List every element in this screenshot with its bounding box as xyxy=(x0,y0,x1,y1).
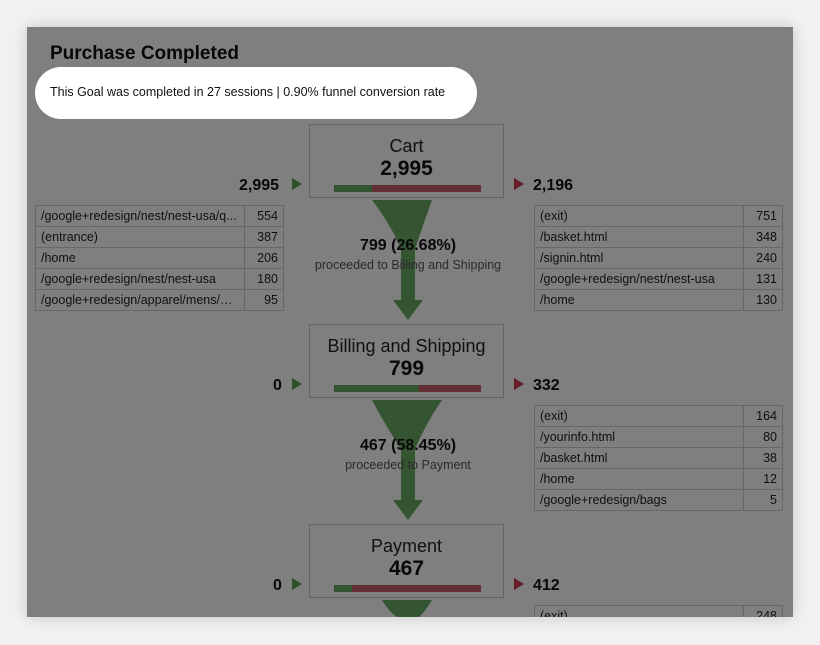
entrance-arrow-icon xyxy=(292,578,302,590)
page-count: 130 xyxy=(743,289,783,311)
stage-count: 467 xyxy=(388,557,425,580)
page-count: 164 xyxy=(743,405,783,427)
page-path: /google+redesign/nest/nest-usa xyxy=(35,268,245,290)
page-path: (exit) xyxy=(534,405,744,427)
page-path: /yourinfo.html xyxy=(534,426,744,448)
entrance-table: /google+redesign/nest/nest-usa/q... 554 (… xyxy=(35,205,284,311)
page-path: (exit) xyxy=(534,605,744,617)
page-path: /google+redesign/apparel/mens/m... xyxy=(35,289,245,311)
page-path: /home xyxy=(534,468,744,490)
page-path: /google+redesign/nest/nest-usa/q... xyxy=(35,205,245,227)
table-row[interactable]: /home 12 xyxy=(534,468,783,490)
funnel-card: Purchase Completed Cart 2,995 2,995 2,19… xyxy=(27,27,793,617)
page-count: 348 xyxy=(743,226,783,248)
page-path: /basket.html xyxy=(534,447,744,469)
table-row[interactable]: /home 206 xyxy=(35,247,284,269)
exit-arrow-icon xyxy=(514,178,524,190)
table-row[interactable]: /google+redesign/nest/nest-usa/q... 554 xyxy=(35,205,284,227)
table-row[interactable]: /google+redesign/nest/nest-usa 131 xyxy=(534,268,783,290)
proceed-label: proceeded to Billing and Shipping xyxy=(314,258,502,272)
page-path: /home xyxy=(35,247,245,269)
entrances-count: 0 xyxy=(273,377,282,394)
page-path: /basket.html xyxy=(534,226,744,248)
page-path: (exit) xyxy=(534,205,744,227)
page-path: /home xyxy=(534,289,744,311)
stage-progress-bar xyxy=(334,585,481,592)
page-count: 80 xyxy=(743,426,783,448)
goal-summary-callout: This Goal was completed in 27 sessions |… xyxy=(35,67,477,119)
page-count: 248 xyxy=(743,605,783,617)
continue-fill xyxy=(334,185,373,192)
stage-count: 2,995 xyxy=(380,157,433,180)
page-count: 95 xyxy=(244,289,284,311)
table-row[interactable]: /signin.html 240 xyxy=(534,247,783,269)
table-row[interactable]: /basket.html 348 xyxy=(534,226,783,248)
exits-count: 332 xyxy=(533,377,560,394)
continue-fill xyxy=(334,585,352,592)
stage-name: Billing and Shipping xyxy=(327,336,486,356)
page-count: 5 xyxy=(743,489,783,511)
table-row[interactable]: /google+redesign/nest/nest-usa 180 xyxy=(35,268,284,290)
table-row[interactable]: (exit) 164 xyxy=(534,405,783,427)
page-count: 131 xyxy=(743,268,783,290)
page-count: 206 xyxy=(244,247,284,269)
continue-fill xyxy=(334,385,420,392)
table-row[interactable]: /google+redesign/apparel/mens/m... 95 xyxy=(35,289,284,311)
table-row[interactable]: /basket.html 38 xyxy=(534,447,783,469)
page-count: 180 xyxy=(244,268,284,290)
stage-payment[interactable]: Payment 467 xyxy=(309,524,504,598)
stage-progress-bar xyxy=(334,385,481,392)
page-count: 12 xyxy=(743,468,783,490)
page-path: /signin.html xyxy=(534,247,744,269)
entrance-arrow-icon xyxy=(292,378,302,390)
stage-billing-and-shipping[interactable]: Billing and Shipping 799 xyxy=(309,324,504,398)
stage-count: 799 xyxy=(388,357,425,380)
proceed-label: proceeded to Payment xyxy=(345,458,471,472)
entrances-count: 2,995 xyxy=(239,177,280,194)
page-count: 38 xyxy=(743,447,783,469)
page-path: /google+redesign/bags xyxy=(534,489,744,511)
exit-arrow-icon xyxy=(514,378,524,390)
flow-payment-to-next xyxy=(382,600,432,617)
page-count: 240 xyxy=(743,247,783,269)
exit-table: (exit) 164 /yourinfo.html 80 /basket.html 3… xyxy=(534,405,783,511)
entrances-count: 0 xyxy=(273,577,282,594)
table-row[interactable]: /home 130 xyxy=(534,289,783,311)
exits-count: 2,196 xyxy=(533,177,574,194)
stage-cart[interactable]: Cart 2,995 xyxy=(309,124,504,198)
stage-progress-bar xyxy=(334,185,481,192)
entrance-arrow-icon xyxy=(292,178,302,190)
exits-count: 412 xyxy=(533,577,560,594)
goal-summary-text: This Goal was completed in 27 sessions |… xyxy=(50,85,446,99)
table-row[interactable]: (exit) 751 xyxy=(534,205,783,227)
stage-name: Cart xyxy=(389,136,424,156)
stage-name: Payment xyxy=(370,536,443,556)
table-row[interactable]: /google+redesign/bags 5 xyxy=(534,489,783,511)
exit-table: (exit) 751 /basket.html 348 /signin.html 24… xyxy=(534,205,783,311)
exit-table: (exit) 248 xyxy=(534,605,783,617)
page-path: /google+redesign/nest/nest-usa xyxy=(534,268,744,290)
table-row[interactable]: (entrance) 387 xyxy=(35,226,284,248)
exit-arrow-icon xyxy=(514,578,524,590)
page-count: 387 xyxy=(244,226,284,248)
page-path: (entrance) xyxy=(35,226,245,248)
page-count: 751 xyxy=(743,205,783,227)
table-row[interactable]: /yourinfo.html 80 xyxy=(534,426,783,448)
proceed-count: 799 (26.68%) xyxy=(359,237,457,254)
proceed-count: 467 (58.45%) xyxy=(359,437,457,454)
page-count: 554 xyxy=(244,205,284,227)
table-row[interactable]: (exit) 248 xyxy=(534,605,783,617)
